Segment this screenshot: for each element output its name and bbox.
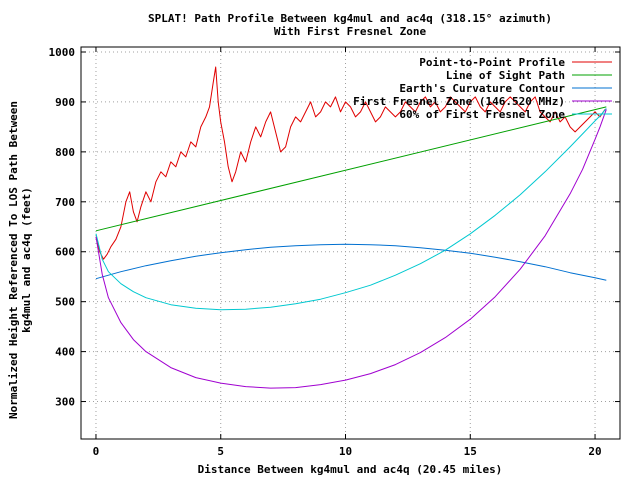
series-line-3 — [95, 109, 607, 389]
y-tick-label: 600 — [55, 246, 75, 259]
legend-label: Earth's Curvature Contour — [399, 82, 565, 95]
x-tick-label: 0 — [93, 445, 100, 458]
legend-label: Line of Sight Path — [446, 69, 565, 82]
series-group — [95, 66, 607, 389]
series-line-0 — [95, 66, 606, 260]
series-line-1 — [95, 106, 607, 232]
grid — [81, 47, 620, 439]
plot-frame — [80, 46, 621, 440]
chart-subtitle: With First Fresnel Zone — [274, 25, 427, 38]
series-line-2 — [95, 243, 607, 281]
y-tick-label: 800 — [55, 146, 75, 159]
legend-label: 60% of First Fresnel Zone — [399, 108, 565, 121]
legend-label: First Fresnel Zone (146.520 MHz) — [353, 95, 565, 108]
x-axis-label: Distance Between kg4mul and ac4q (20.45 … — [198, 463, 503, 476]
x-tick-label: 5 — [217, 445, 224, 458]
series-line-4 — [95, 108, 607, 311]
y-tick-label: 1000 — [49, 46, 76, 59]
x-tick-label: 10 — [339, 445, 352, 458]
y-tick-label: 900 — [55, 96, 75, 109]
y-tick-label: 700 — [55, 196, 75, 209]
legend-label: Point-to-Point Profile — [419, 56, 565, 69]
y-axis-label-line1: Normalized Height Referenced To LOS Path… — [7, 101, 20, 419]
x-tick-label: 20 — [588, 445, 601, 458]
chart-title: SPLAT! Path Profile Between kg4mul and a… — [148, 12, 552, 25]
x-tick-label: 15 — [464, 445, 477, 458]
y-tick-label: 500 — [55, 296, 75, 309]
axis-ticks: 0 5 10 15 20 300 400 500 600 700 800 900 1000 — [49, 46, 620, 458]
y-axis-label-line2: kg4mul and ac4q (feet) — [20, 187, 33, 333]
y-tick-label: 300 — [55, 396, 75, 409]
y-tick-label: 400 — [55, 346, 75, 359]
